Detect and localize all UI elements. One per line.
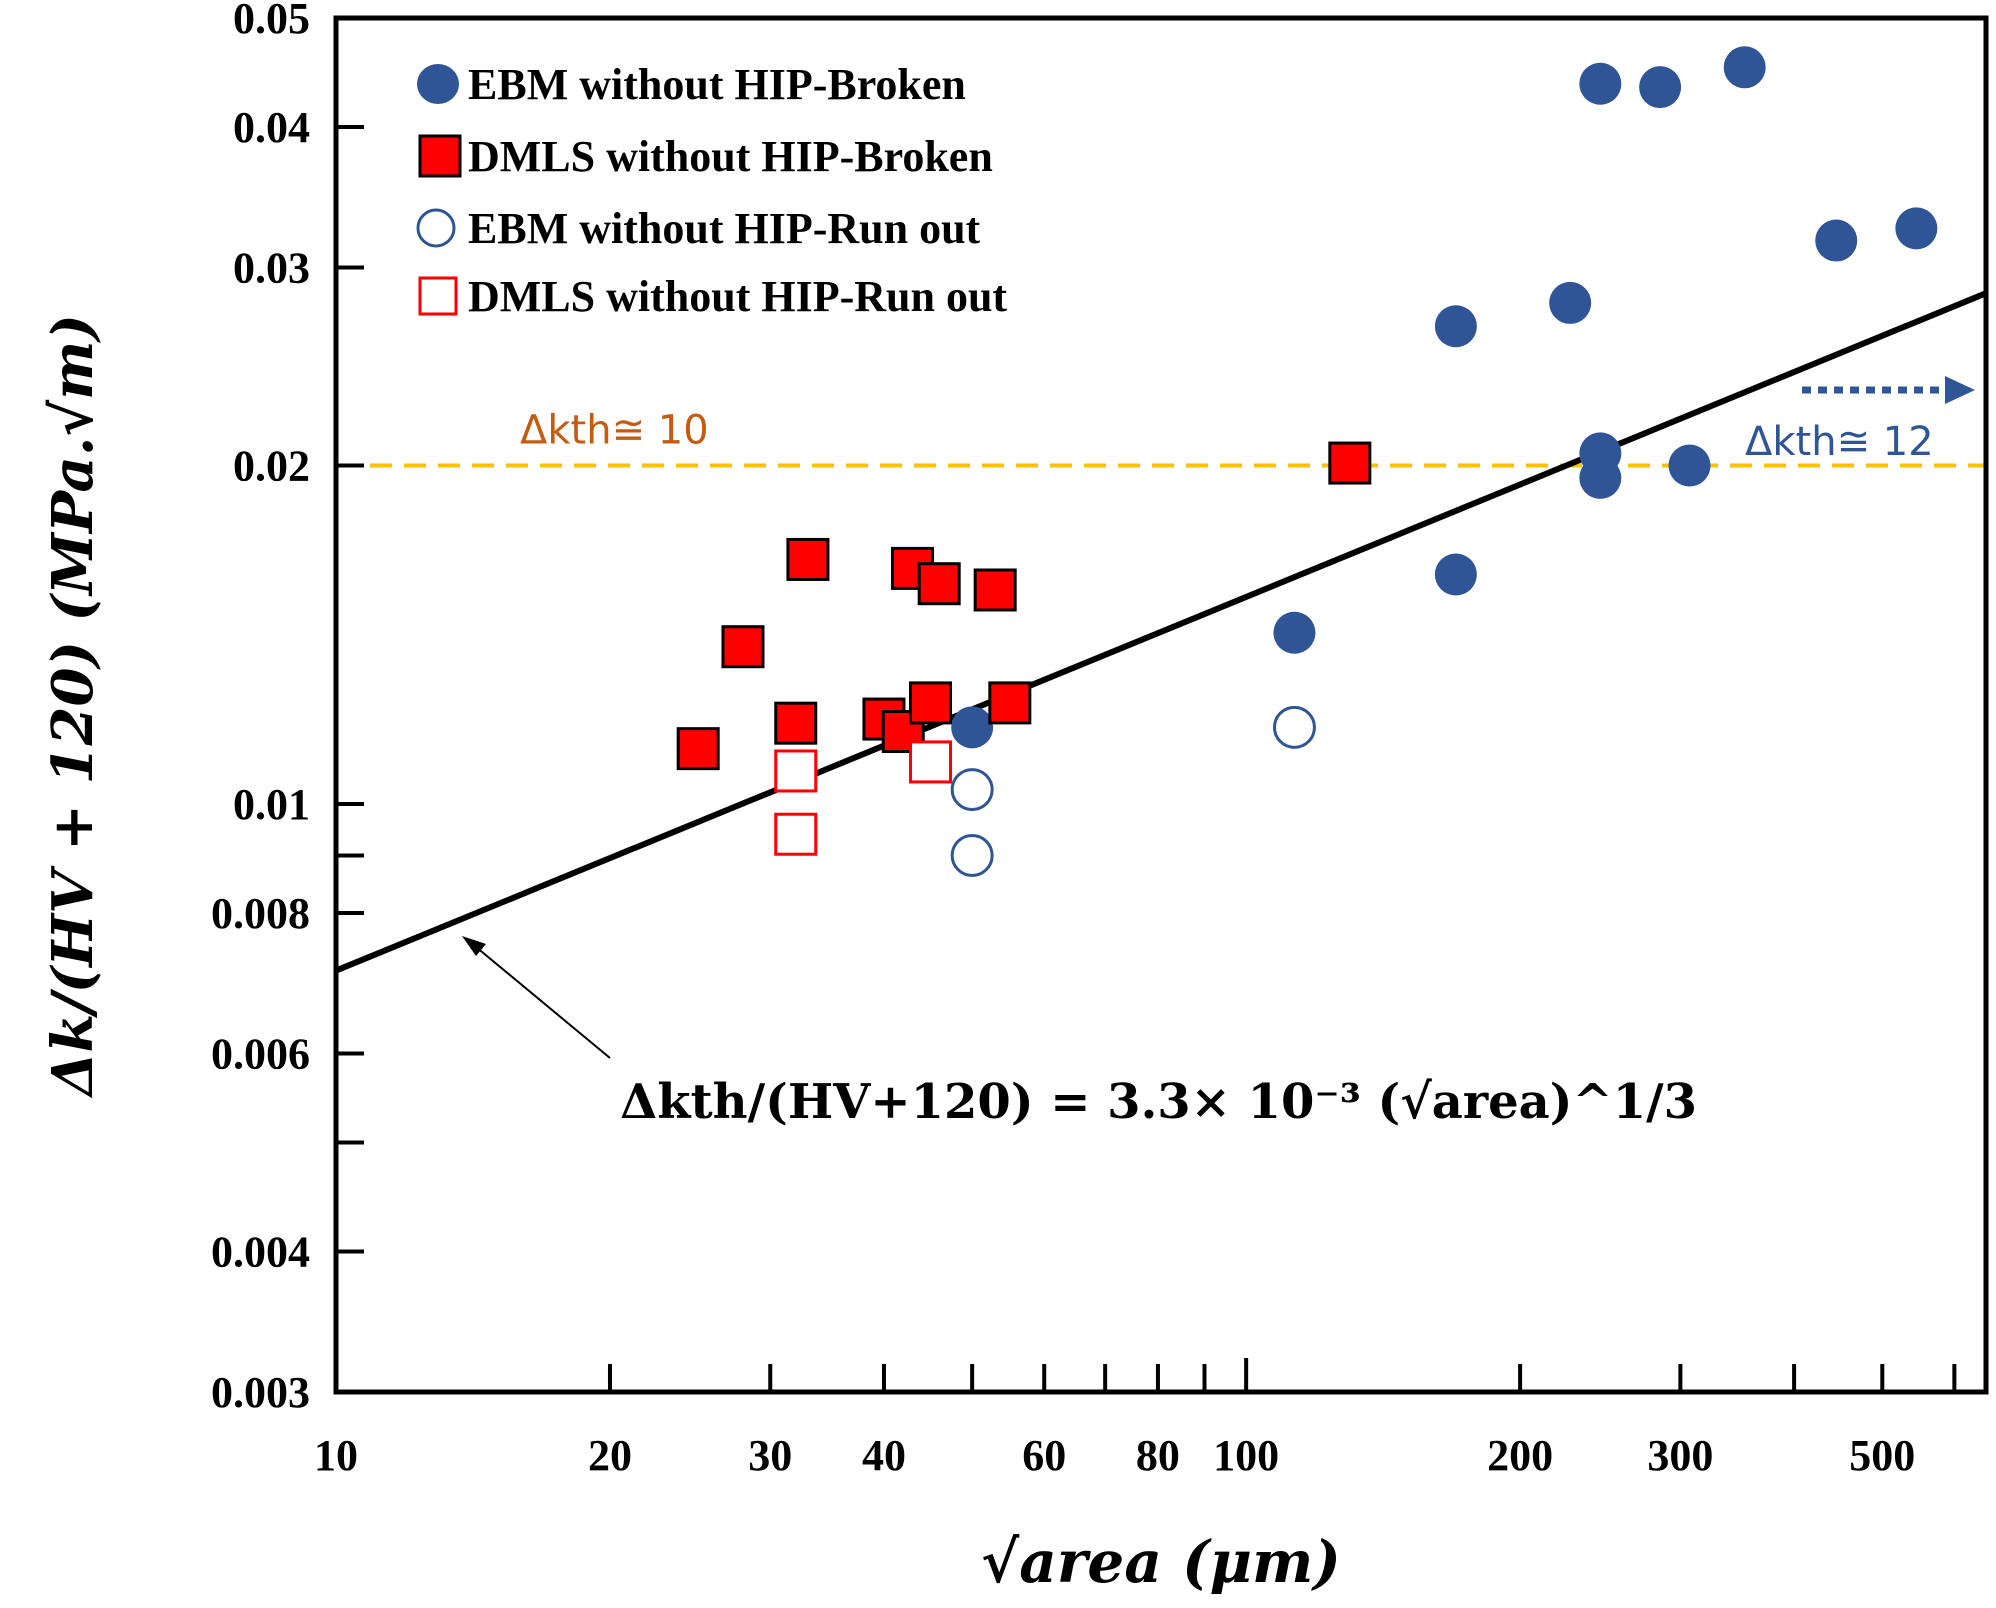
ebm-broken-point	[1273, 611, 1316, 654]
ebm-broken-point	[1579, 456, 1622, 499]
ebm-broken-point	[1549, 281, 1592, 324]
legend-label: EBM without HIP-Broken	[468, 60, 966, 109]
y-tick-label: 0.006	[211, 1029, 310, 1078]
fit-equation: Δkth/(HV+120) = 3.3× 10⁻³ (√area)^1/3	[620, 1074, 1697, 1130]
ebm-runout-point	[950, 768, 994, 812]
legend-marker-ebm-runout	[416, 208, 456, 248]
y-tick-label: 0.004	[211, 1228, 310, 1277]
dmls-broken-point	[1328, 441, 1372, 485]
y-tick-label: 0.003	[211, 1368, 310, 1417]
dmls-runout-point	[909, 740, 953, 784]
ebm-broken-point	[1639, 66, 1682, 109]
y-tick-label: 0.03	[233, 243, 310, 292]
ebm-broken-point	[951, 706, 994, 749]
legend-label: DMLS without HIP-Run out	[468, 272, 1007, 321]
ebm-runout-point	[1272, 705, 1316, 749]
ebm-broken-point	[1668, 444, 1711, 487]
y-tick-label: 0.008	[211, 889, 310, 938]
y-tick-label: 0.04	[233, 103, 310, 152]
legend-marker-dmls-runout	[418, 276, 458, 316]
ebm-broken-point	[1723, 46, 1766, 89]
dmls-broken-point	[909, 681, 953, 725]
y-tick-label: 0.01	[233, 780, 310, 829]
dmls-broken-point	[973, 568, 1017, 612]
pointer-shaft	[469, 941, 611, 1059]
ebm-broken-point	[1815, 219, 1858, 262]
x-tick-label: 60	[1022, 1431, 1066, 1480]
y-axis-title: Δk/(HV + 120) (MPa.√m)	[40, 314, 106, 1099]
x-tick-label: 100	[1213, 1431, 1279, 1480]
equation-pointer-arrow	[462, 936, 611, 1059]
legend-marker-dmls-broken	[418, 134, 462, 178]
ebm-broken-point	[1434, 553, 1477, 596]
x-tick-label: 300	[1647, 1431, 1713, 1480]
x-tick-label: 500	[1849, 1431, 1915, 1480]
dmls-broken-point	[676, 727, 720, 771]
x-tick-label: 200	[1487, 1431, 1553, 1480]
pointer-head	[462, 936, 486, 956]
dotted-arrow	[1802, 376, 1975, 404]
fit-line	[334, 290, 1988, 974]
plot-frame	[333, 15, 1989, 1395]
legend-label: DMLS without HIP-Broken	[468, 132, 993, 181]
x-tick-label: 20	[588, 1431, 632, 1480]
x-tick-label: 40	[862, 1431, 906, 1480]
x-axis-title: √area (μm)	[981, 1528, 1341, 1596]
dmls-runout-point	[774, 749, 818, 793]
dmls-broken-point	[988, 681, 1032, 725]
legend-marker-ebm-broken	[417, 64, 459, 104]
y-tick-label: 0.05	[233, 0, 310, 43]
x-tick-label: 30	[748, 1431, 792, 1480]
dotted-arrow-head	[1945, 376, 1975, 404]
ebm-runout-point	[950, 833, 994, 877]
threshold-12-label: Δkth≅ 12	[1745, 419, 1934, 465]
dmls-broken-point	[786, 537, 830, 581]
dmls-broken-point	[917, 562, 961, 606]
y-tick-label: 0.02	[233, 441, 310, 490]
ebm-broken-point	[1434, 305, 1477, 348]
threshold-10-label: Δkth≅ 10	[520, 407, 709, 453]
dmls-broken-point	[774, 701, 818, 745]
dmls-broken-point	[721, 625, 765, 669]
x-tick-label: 10	[314, 1431, 358, 1480]
legend-label: EBM without HIP-Run out	[468, 204, 981, 253]
ebm-broken-point	[1579, 62, 1622, 105]
x-tick-label: 80	[1136, 1431, 1180, 1480]
dmls-runout-point	[774, 812, 818, 856]
ebm-broken-point	[1895, 207, 1938, 250]
